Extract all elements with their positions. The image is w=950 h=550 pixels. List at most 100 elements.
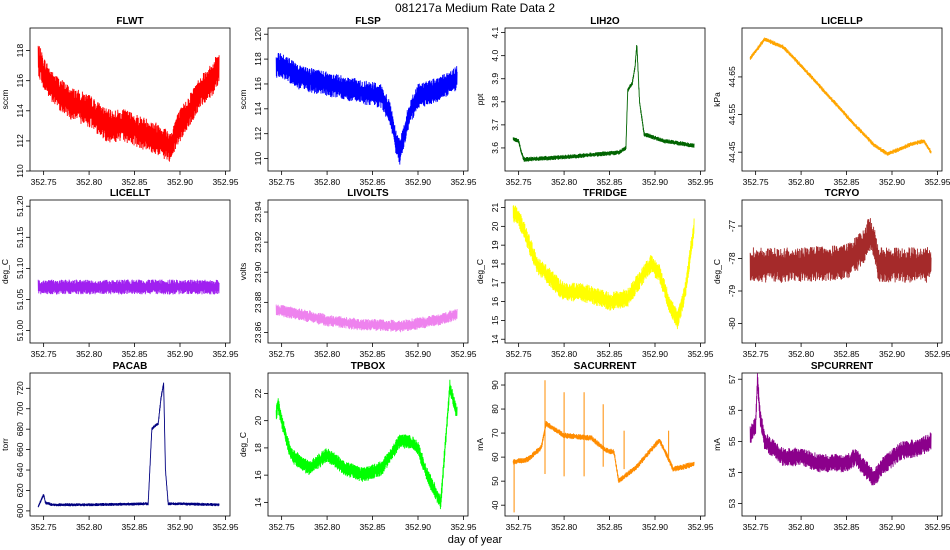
licellp-y-tick-label: 44.45	[727, 141, 737, 163]
tfridge-x-tick-label: 352.95	[687, 349, 713, 359]
pacab-series-line	[37, 382, 220, 508]
flsp-y-tick-label: 112	[253, 127, 263, 141]
lih2o-x-tick-label: 352.85	[597, 177, 623, 187]
sacurrent-y-tick-label: 40	[490, 500, 500, 510]
tfridge-x-tick-label: 352.85	[597, 349, 623, 359]
flsp-series-line	[275, 53, 458, 165]
licellp-x-tick-label: 352.85	[834, 177, 860, 187]
lih2o-x-tick-label: 352.95	[687, 177, 713, 187]
licellt-y-tick-label: 51.20	[15, 195, 25, 217]
licellp-plot-box	[741, 27, 943, 172]
licellp-series-line	[749, 37, 932, 156]
licellt-x-tick-label: 352.85	[122, 349, 148, 359]
flsp-x-tick-label: 352.95	[450, 177, 476, 187]
tcryo-y-tick-label: -77	[727, 220, 737, 233]
licellt-x-tick-label: 352.95	[212, 349, 238, 359]
panel-tpbox: TPBOX 352.75 352.80 352.85 352.90 352.95 14 16 1…	[238, 361, 477, 532]
flwt-y-tick-label: 114	[15, 104, 25, 118]
panel-flwt: FLWT 352.75 352.80 352.85 352.90 352.95 110 112…	[0, 16, 239, 187]
tpbox-y-tick-label: 22	[253, 388, 263, 398]
licellp-x-tick-label: 352.90	[879, 177, 905, 187]
tcryo-x-tick-label: 352.95	[924, 349, 950, 359]
panel-licellt: LICELLT 352.75 352.80 352.85 352.90 352.95 51.…	[0, 188, 239, 359]
licellt-x-tick-label: 352.80	[76, 349, 102, 359]
tcryo-ylabel: deg_C	[712, 259, 722, 284]
tfridge-y-tick-label: 15	[490, 315, 500, 325]
tcryo-y-tick-label: -79	[727, 285, 737, 298]
livolts-y-tick-label: 23.86	[253, 322, 263, 344]
tcryo-x-tick-label: 352.80	[788, 349, 814, 359]
flsp-x-tick-label: 352.80	[314, 177, 340, 187]
pacab-x-tick-label: 352.75	[31, 522, 57, 532]
tpbox-title: TPBOX	[351, 361, 386, 372]
pacab-x-tick-label: 352.85	[122, 522, 148, 532]
licellt-y-tick-label: 51.10	[15, 257, 25, 279]
pacab-y-tick-label: 720	[15, 381, 25, 395]
flsp-ylabel: sccm	[238, 90, 248, 110]
panel-tcryo: TCRYO 352.75 352.80 352.85 352.90 352.95 -80 -7…	[712, 188, 950, 359]
licellp-x-tick-label: 352.80	[788, 177, 814, 187]
tpbox-y-tick-label: 14	[253, 497, 263, 507]
sacurrent-y-tick-label: 60	[490, 452, 500, 462]
tfridge-series-line	[512, 205, 695, 330]
pacab-x-tick-label: 352.90	[167, 522, 193, 532]
licellt-x-tick-label: 352.90	[167, 349, 193, 359]
tfridge-ylabel: deg_C	[475, 259, 485, 284]
spcurrent-ylabel: mA	[712, 438, 722, 451]
tcryo-x-tick-label: 352.85	[834, 349, 860, 359]
panel-sacurrent: SACURRENT 352.75 352.80 352.85 352.90 352.95 4…	[475, 361, 714, 532]
panel-grid: FLWT 352.75 352.80 352.85 352.90 352.95 110 112…	[0, 16, 950, 532]
lih2o-y-tick-label: 4.1	[490, 26, 500, 38]
spcurrent-series-line	[749, 373, 932, 486]
flsp-y-tick-label: 120	[253, 27, 263, 41]
flwt-y-tick-label: 116	[15, 74, 25, 88]
livolts-x-tick-label: 352.85	[360, 349, 386, 359]
tpbox-series-line	[275, 379, 458, 510]
sacurrent-y-tick-label: 50	[490, 476, 500, 486]
tpbox-x-tick-label: 352.90	[405, 522, 431, 532]
licellt-ylabel: deg_C	[0, 259, 10, 284]
figure-xlabel: day of year	[448, 534, 503, 546]
spcurrent-plot-box	[741, 372, 943, 517]
tpbox-x-tick-label: 352.80	[314, 522, 340, 532]
licellt-x-tick-label: 352.75	[31, 349, 57, 359]
licellt-title: LICELLT	[110, 188, 150, 199]
sacurrent-x-tick-label: 352.75	[506, 522, 532, 532]
licellp-x-tick-label: 352.75	[743, 177, 769, 187]
licellp-y-tick-label: 44.55	[727, 104, 737, 126]
flwt-y-tick-label: 118	[15, 44, 25, 58]
sacurrent-x-tick-label: 352.95	[687, 522, 713, 532]
tfridge-y-tick-label: 17	[490, 278, 500, 288]
tfridge-title: TFRIDGE	[583, 188, 627, 199]
pacab-title: PACAB	[113, 361, 148, 372]
sacurrent-y-tick-label: 70	[490, 428, 500, 438]
spcurrent-title: SPCURRENT	[811, 361, 873, 372]
livolts-x-tick-label: 352.80	[314, 349, 340, 359]
tpbox-x-tick-label: 352.75	[269, 522, 295, 532]
spcurrent-x-tick-label: 352.75	[743, 522, 769, 532]
sacurrent-title: SACURRENT	[574, 361, 637, 372]
sacurrent-x-tick-label: 352.85	[597, 522, 623, 532]
lih2o-title: LIH2O	[590, 16, 620, 27]
licellp-title: LICELLP	[821, 16, 863, 27]
lih2o-y-tick-label: 4.0	[490, 50, 500, 62]
lih2o-x-tick-label: 352.75	[506, 177, 532, 187]
tcryo-series-line	[749, 218, 932, 283]
licellt-series-line	[37, 279, 220, 295]
tfridge-x-tick-label: 352.75	[506, 349, 532, 359]
licellp-y-tick-label: 44.65	[727, 66, 737, 88]
sacurrent-plot-box	[504, 372, 706, 517]
tpbox-y-tick-label: 20	[253, 416, 263, 426]
flwt-y-tick-label: 112	[15, 134, 25, 148]
lih2o-y-tick-label: 3.6	[490, 142, 500, 154]
panel-lih2o: LIH2O 352.75 352.80 352.85 352.90 352.95 3.6 3.…	[475, 16, 714, 187]
tfridge-y-tick-label: 18	[490, 259, 500, 269]
spcurrent-x-tick-label: 352.80	[788, 522, 814, 532]
flsp-x-tick-label: 352.90	[405, 177, 431, 187]
livolts-y-tick-label: 23.92	[253, 231, 263, 253]
licellt-plot-box	[29, 199, 231, 344]
livolts-x-tick-label: 352.75	[269, 349, 295, 359]
tcryo-x-tick-label: 352.90	[879, 349, 905, 359]
sacurrent-x-tick-label: 352.80	[551, 522, 577, 532]
livolts-series-line	[275, 304, 458, 333]
